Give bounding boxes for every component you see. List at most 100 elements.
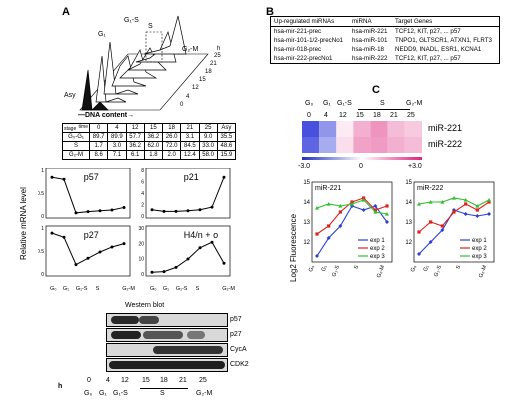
hour-21: 21 [179,377,187,384]
mir-x-tick: G₀ [308,265,316,273]
mir-tick-label: 14 [405,200,412,206]
hour-0: 0 [87,377,91,384]
panel-a-letter: A [62,6,70,18]
mrna-tick-label: 0 [141,272,144,278]
mrna-x-tick: G₁ [163,286,169,292]
mrna-point [174,265,178,269]
mrna-point [98,250,102,254]
hour-18: 18 [160,377,168,384]
mrna-point [110,245,114,249]
mir-point [440,200,445,204]
hour-12: 12 [121,377,129,384]
legend-label: exp 3 [370,254,385,260]
table-head: 12 [125,123,145,133]
mir-point [361,198,366,202]
mir-tick-label: 14 [303,200,310,206]
mir-point [338,224,343,228]
mir-point [464,202,468,206]
mir-point [350,202,354,206]
mrna-plot-frame [45,225,131,277]
mrna-point [174,209,178,213]
mrna-point [122,242,126,246]
mir-tick-label: 12 [303,240,310,246]
mir-x-tick: G₀ [410,265,418,273]
mir-x-tick: G₂-M [376,264,386,278]
mrna-point [210,205,214,209]
panel-b-letter: B [266,6,274,18]
mrna-point [62,235,66,239]
mir-point [417,252,421,256]
mrna-ylabel: Relative mRNA level [19,187,28,260]
mrna-point [210,240,214,244]
phase-g0: G₀ [84,390,93,397]
mir-point [417,202,421,206]
mir-x-tick: S [455,264,462,270]
hist-label-s: S [148,23,153,30]
panel-c-letter: C [372,84,380,96]
mrna-point [162,209,166,213]
mrna-point [186,257,190,261]
mir-plot-frame [413,181,495,263]
mir-point [428,200,433,204]
hist-label-g1s: G₁-S [124,17,139,24]
table-row: hsa-mir-018-prec hsa-miR-18 NEDD9, INADL, … [274,46,482,53]
fluor-ylabel: Log2 Fluorescence [289,213,298,282]
blot-lane-p57 [106,313,228,327]
mir-point [440,228,445,232]
scale-min: -3.0 [298,163,311,170]
mrna-point [62,177,66,181]
mrna-x-tick: G₂-M [122,286,135,292]
mir-point [487,198,491,202]
mir-point [373,204,378,208]
mir-point [385,220,389,224]
heat-phase-g1s: G₁-S [337,100,352,107]
mir-x-tick: G₁ [423,265,431,273]
phase-s: S [160,390,165,397]
heatmap-cell [319,121,337,137]
cell-cycle-table: time stage 0 4 12 15 18 21 25 Asy G₀-G₁ … [62,123,237,160]
heatmap-cell [370,121,388,137]
table-row: hsa-mir-101-1/2-precNo1 hsa-miR-101 TNPO1,… [274,37,492,44]
mir-point [428,240,433,244]
mir-point [315,206,319,210]
heatmap [302,121,422,153]
table-row: G₀-G₁ 89.7 89.9 57.7 36.2 26.0 3.1 9.0 35.5 [62,132,237,142]
mrna-tick-label: 1 [41,226,44,232]
legend-label: exp 1 [472,238,487,244]
heat-hour-4: 4 [324,112,328,119]
mrna-point [74,263,78,267]
heatmap-cell [353,137,371,153]
table-head: 4 [107,123,127,133]
histogram-peaks [81,15,187,111]
heatmap-cell [336,121,354,137]
legend-label: exp 1 [370,238,385,244]
mrna-tick-label: 0 [41,272,44,278]
blot-label-cyca: CycA [230,346,247,353]
mir-x-tick: G₂-M [478,264,488,278]
table-corner: time stage [62,123,90,133]
table-row: hsa-mir-222-precNo1 hsa-miR-222 TCF12, KIT… [274,55,461,62]
color-scale-bar [302,157,422,160]
heatmap-cell [302,137,320,153]
mrna-tick-label: 0 [141,214,144,220]
mrna-x-tick: G₀ [150,286,157,292]
hist-tick-18: 18 [205,69,212,75]
heatmap-cell [319,137,337,153]
hour-4: 4 [106,377,110,384]
legend-label: exp 3 [472,254,487,260]
mrna-point [122,205,126,209]
mrna-x-tick: G₂-M [222,286,235,292]
heatmap-cell [302,121,320,137]
mir-plot-frame [311,181,393,263]
mir-tick-label: 15 [405,180,412,186]
mir-point [463,212,468,216]
mrna-tick-label: 0 [41,214,44,220]
mrna-plot-frame [145,225,231,277]
table-head: Asy [216,123,237,133]
col-mirna: miRNA [349,17,393,27]
mir-point [361,208,366,212]
dna-histogram [79,15,209,111]
mrna-tick-label: 8 [141,168,144,174]
hour-25: 25 [199,377,207,384]
